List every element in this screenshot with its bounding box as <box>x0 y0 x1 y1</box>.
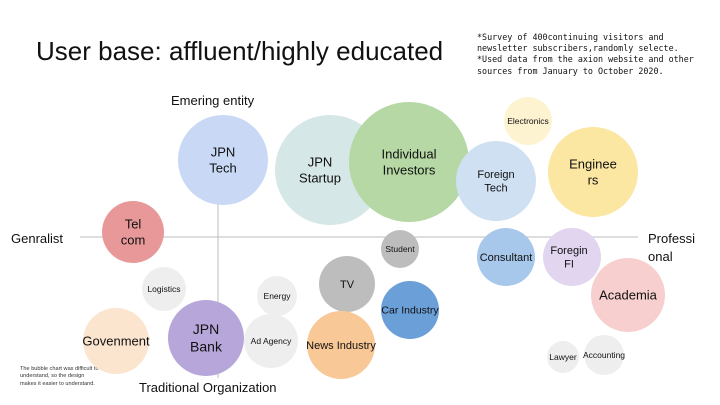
bubble-foreign-fi: Foregin FI <box>543 228 601 286</box>
bubble-label: rs <box>588 173 599 188</box>
bubble-ad-agency: Ad Agency <box>244 314 298 368</box>
bubble-academia: Academia <box>591 258 665 332</box>
axis-label-left: Genralist <box>11 231 64 246</box>
bubble-label: Bank <box>190 339 223 355</box>
bubble-individual-investors: Individual Investors <box>349 102 469 222</box>
bubble-label: JPN <box>211 144 236 159</box>
bubble-circle <box>102 201 164 263</box>
bubble-student: Student <box>381 230 419 268</box>
bubble-circle <box>381 230 419 268</box>
bubble-circle <box>591 258 665 332</box>
bubble-jpn-tech: JPN Tech <box>178 115 268 205</box>
bubble-label: Govenment <box>82 334 150 349</box>
bubble-label: News Industry <box>306 340 376 352</box>
bubble-circle <box>319 256 375 312</box>
bubble-engineers: Enginee rs <box>548 127 638 217</box>
bubble-circle <box>178 115 268 205</box>
bubble-jpn-bank: JPN Bank <box>168 300 244 376</box>
axis-label-bottom: Traditional Organization <box>139 380 277 395</box>
bubble-label: Enginee <box>569 156 617 171</box>
bubble-circle <box>244 314 298 368</box>
bubble-circle <box>349 102 469 222</box>
bubble-govenment: Govenment <box>82 308 150 374</box>
bubble-label: Car Industry <box>381 305 439 317</box>
bubble-label: Tech <box>484 183 507 195</box>
bubble-label: Foreign <box>477 169 514 181</box>
bubble-circle <box>257 276 297 316</box>
bubble-circle <box>83 308 149 374</box>
bubble-circle <box>307 311 375 379</box>
bubble-label: Investors <box>383 163 436 178</box>
bubble-circle <box>547 341 579 373</box>
bubble-circle <box>584 335 624 375</box>
bubble-consultant: Consultant <box>477 228 535 286</box>
bubble-energy: Energy <box>257 276 297 316</box>
bubble-lawyer: Lawyer <box>547 341 579 373</box>
bubble-label: Consultant <box>480 252 533 264</box>
bubble-label: Startup <box>299 171 341 186</box>
bubble-label: Student <box>385 244 415 254</box>
bubble-circle <box>548 127 638 217</box>
survey-notes: *Survey of 400continuing visitors and ne… <box>477 32 694 76</box>
bubble-label: Foregin <box>550 245 587 257</box>
bubble-label: Energy <box>264 291 292 301</box>
bubble-circle <box>456 141 536 221</box>
bubble-circle <box>168 300 244 376</box>
bubble-label: Electronics <box>507 116 549 126</box>
bubble-circle <box>477 228 535 286</box>
bubble-label: JPN <box>193 321 219 337</box>
bubble-label: Tech <box>209 161 236 176</box>
bubble-foreign-tech: Foreign Tech <box>456 141 536 221</box>
bubble-label: Tel <box>125 216 142 231</box>
axis-label-right-line1: Professi <box>648 231 695 246</box>
axis-label-right-line2: onal <box>648 248 673 264</box>
bubble-electronics: Electronics <box>504 97 552 145</box>
footnote: The bubble chart was difficult to unders… <box>20 366 99 387</box>
axis-label-right: Professi onal <box>648 230 708 265</box>
bubble-label: com <box>121 233 146 248</box>
bubble-car-industry: Car Industry <box>381 281 439 339</box>
bubble-telcom: Tel com <box>102 201 164 263</box>
bubble-circle <box>504 97 552 145</box>
bubble-label: FI <box>564 259 574 271</box>
bubble-label: Academia <box>599 288 658 303</box>
bubble-tv: TV <box>319 256 375 312</box>
bubble-label: Accounting <box>583 350 625 360</box>
bubble-circle <box>142 267 186 311</box>
bubble-label: Logistics <box>147 284 180 294</box>
bubble-label: Ad Agency <box>251 336 292 346</box>
bubble-news-industry: News Industry <box>306 311 376 379</box>
bubble-accounting: Accounting <box>583 335 625 375</box>
bubble-logistics: Logistics <box>142 267 186 311</box>
bubble-label: TV <box>340 279 355 291</box>
axis-label-top: Emering entity <box>171 93 255 108</box>
bubble-label: Individual <box>382 146 437 161</box>
bubble-circle <box>543 228 601 286</box>
bubble-label: Lawyer <box>549 352 577 362</box>
bubble-label: JPN <box>308 154 333 169</box>
bubble-circle <box>381 281 439 339</box>
page-title: User base: affluent/highly educated <box>36 36 444 66</box>
